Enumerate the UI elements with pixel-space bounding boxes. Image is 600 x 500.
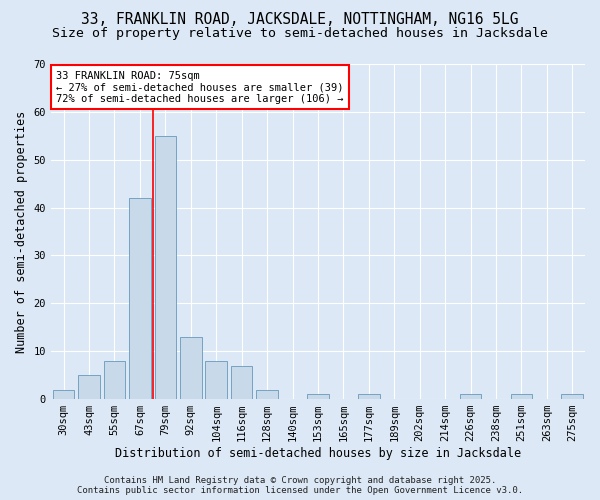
Bar xyxy=(129,198,151,399)
Text: Contains HM Land Registry data © Crown copyright and database right 2025.
Contai: Contains HM Land Registry data © Crown c… xyxy=(77,476,523,495)
Bar xyxy=(562,394,583,399)
X-axis label: Distribution of semi-detached houses by size in Jacksdale: Distribution of semi-detached houses by … xyxy=(115,447,521,460)
Bar xyxy=(307,394,329,399)
Text: Size of property relative to semi-detached houses in Jacksdale: Size of property relative to semi-detach… xyxy=(52,28,548,40)
Bar xyxy=(511,394,532,399)
Text: 33, FRANKLIN ROAD, JACKSDALE, NOTTINGHAM, NG16 5LG: 33, FRANKLIN ROAD, JACKSDALE, NOTTINGHAM… xyxy=(81,12,519,28)
Bar xyxy=(256,390,278,399)
Bar xyxy=(358,394,380,399)
Text: 33 FRANKLIN ROAD: 75sqm
← 27% of semi-detached houses are smaller (39)
72% of se: 33 FRANKLIN ROAD: 75sqm ← 27% of semi-de… xyxy=(56,70,344,104)
Bar xyxy=(78,375,100,399)
Bar xyxy=(231,366,253,399)
Bar xyxy=(205,361,227,399)
Bar xyxy=(104,361,125,399)
Bar xyxy=(180,337,202,399)
Bar xyxy=(155,136,176,399)
Bar xyxy=(460,394,481,399)
Y-axis label: Number of semi-detached properties: Number of semi-detached properties xyxy=(15,110,28,352)
Bar xyxy=(53,390,74,399)
